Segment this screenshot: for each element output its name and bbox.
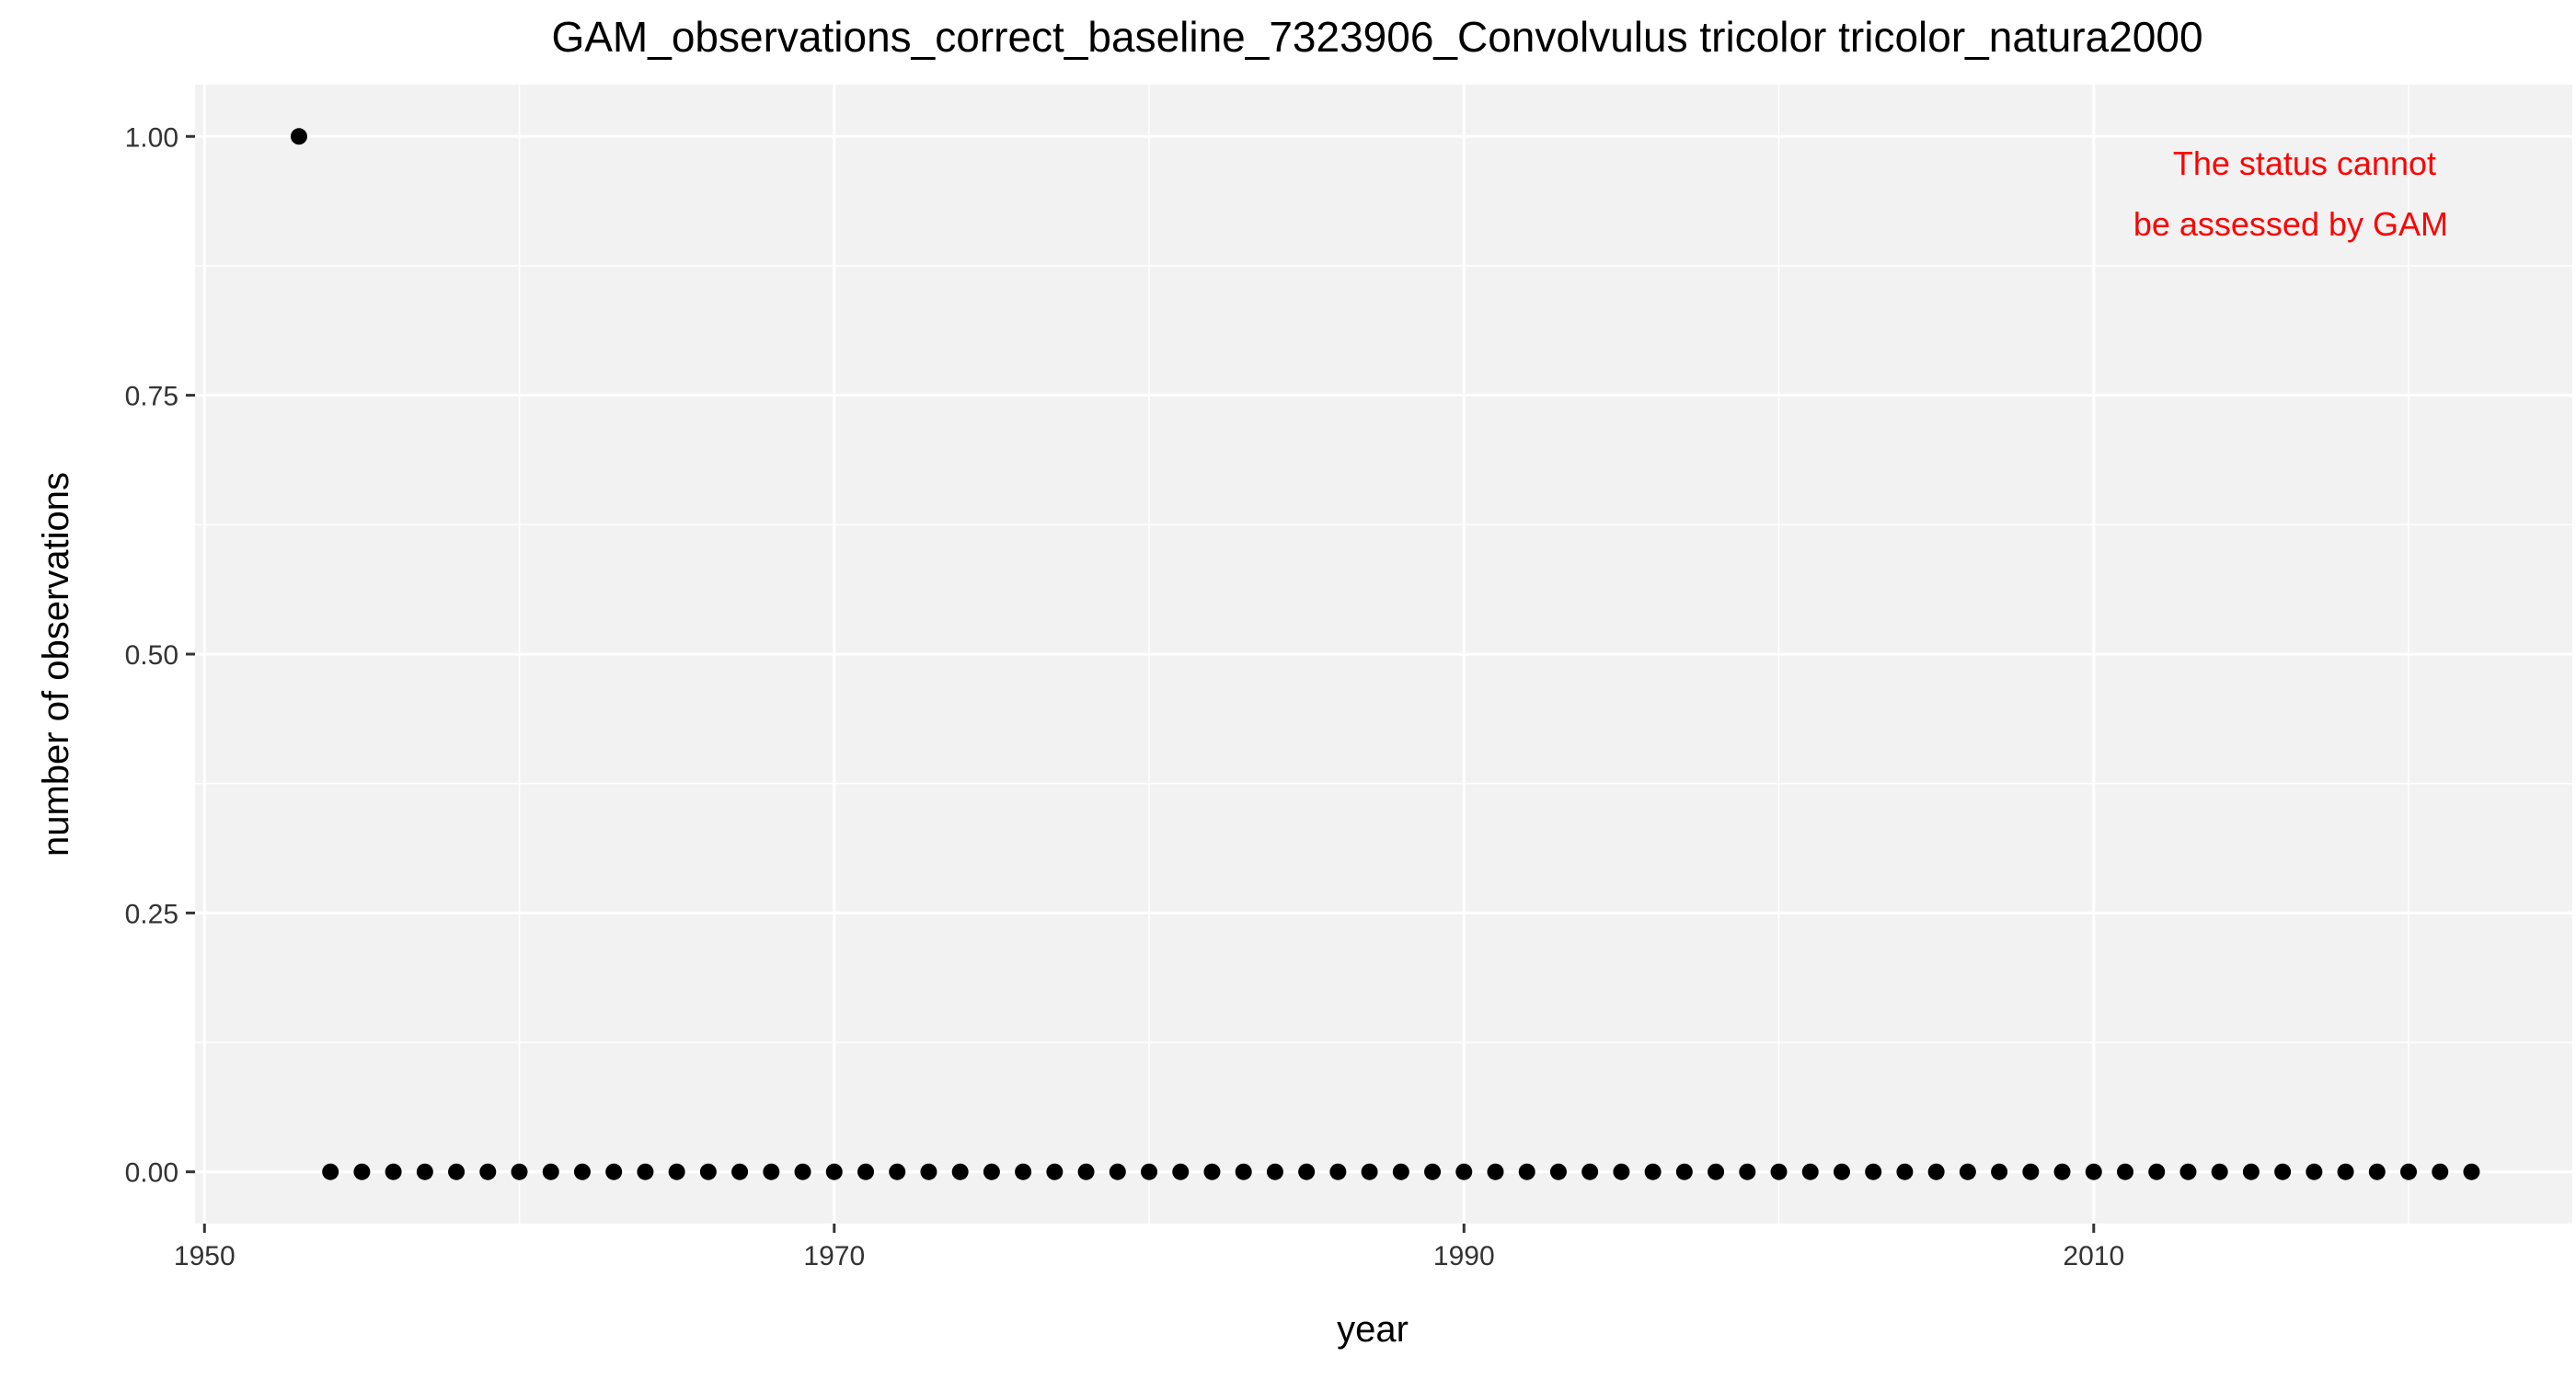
data-point [1329,1163,1347,1180]
data-point [290,128,307,145]
data-point [951,1163,969,1180]
y-tick-label: 0.00 [125,1158,178,1189]
x-tick-label: 1950 [174,1241,236,1271]
x-tick-label: 1970 [803,1241,865,1271]
data-point [1581,1163,1599,1180]
y-axis-label: number of observations [36,472,76,857]
data-point [1361,1163,1378,1180]
data-point [542,1163,559,1180]
data-point [1991,1163,2008,1180]
data-point [2306,1163,2323,1180]
data-point [2400,1163,2418,1180]
data-point [1927,1163,1945,1180]
data-point [1235,1163,1252,1180]
major-gridlines [195,85,2572,1224]
data-point [2022,1163,2040,1180]
data-point [2117,1163,2134,1180]
data-point [1392,1163,1409,1180]
data-point [1739,1163,1756,1180]
data-point [605,1163,623,1180]
x-tick-label: 1990 [1433,1241,1495,1271]
data-point [889,1163,906,1180]
data-point [920,1163,937,1180]
data-point [2053,1163,2071,1180]
data-point [448,1163,466,1180]
y-tick-label: 0.25 [125,899,178,929]
data-point [511,1163,528,1180]
data-point [1865,1163,1882,1180]
data-point [1675,1163,1693,1180]
y-tick-label: 1.00 [125,122,178,153]
data-point [2274,1163,2292,1180]
data-point [1801,1163,1819,1180]
data-point [1015,1163,1032,1180]
data-point [668,1163,685,1180]
data-point [1896,1163,1914,1180]
data-point [416,1163,433,1180]
data-point [1613,1163,1630,1180]
data-point [2337,1163,2354,1180]
annotation-line-2: be assessed by GAM [2133,205,2448,243]
data-point [2368,1163,2386,1180]
data-point [1833,1163,1850,1180]
data-points [290,128,2480,1180]
data-point [353,1163,371,1180]
data-point [1518,1163,1535,1180]
data-point [1266,1163,1283,1180]
data-point [1109,1163,1126,1180]
data-point [1298,1163,1316,1180]
data-point [322,1163,339,1180]
data-point [2179,1163,2197,1180]
data-point [1770,1163,1788,1180]
data-point [857,1163,874,1180]
data-point [699,1163,717,1180]
data-point [2463,1163,2480,1180]
data-point [1172,1163,1190,1180]
y-tick-label: 0.75 [125,382,178,412]
data-point [1644,1163,1662,1180]
data-point [573,1163,591,1180]
data-point [763,1163,780,1180]
data-point [1141,1163,1158,1180]
data-point [1424,1163,1442,1180]
x-axis-label: year [1337,1309,1409,1350]
data-point [2085,1163,2102,1180]
data-point [731,1163,749,1180]
data-point [1549,1163,1567,1180]
data-point [479,1163,497,1180]
y-tick-label: 0.50 [125,640,178,671]
data-point [794,1163,811,1180]
data-point [637,1163,654,1180]
data-point [2242,1163,2260,1180]
chart-title: GAM_observations_correct_baseline_732390… [551,13,2202,61]
data-point [2432,1163,2449,1180]
data-point [983,1163,1000,1180]
axes: 1950 1970 1990 2010 0.00 0.25 0.50 0.75 1.00 [125,122,2125,1271]
annotation-line-1: The status cannot [2173,144,2436,182]
data-point [1959,1163,1976,1180]
data-point [385,1163,402,1180]
minor-gridlines [195,85,2572,1224]
data-point [2148,1163,2166,1180]
data-point [2211,1163,2228,1180]
data-point [1455,1163,1473,1180]
data-point [1487,1163,1504,1180]
data-point [1077,1163,1095,1180]
data-point [1708,1163,1725,1180]
data-point [1046,1163,1064,1180]
data-point [1203,1163,1221,1180]
x-tick-label: 2010 [2063,1241,2124,1271]
data-point [825,1163,843,1180]
